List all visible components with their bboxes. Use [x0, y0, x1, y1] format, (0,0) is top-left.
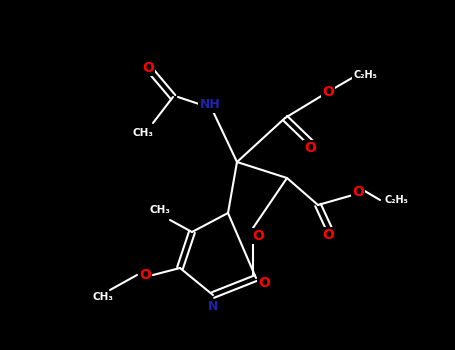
Text: O: O	[252, 229, 264, 243]
Text: O: O	[304, 141, 316, 155]
Text: O: O	[139, 268, 151, 282]
Text: O: O	[322, 85, 334, 99]
Text: CH₃: CH₃	[132, 128, 153, 138]
Text: CH₃: CH₃	[92, 292, 113, 302]
Text: C₂H₅: C₂H₅	[353, 70, 377, 80]
Text: O: O	[352, 185, 364, 199]
Text: NH: NH	[200, 98, 220, 112]
Text: C₂H₅: C₂H₅	[384, 195, 408, 205]
Text: O: O	[322, 228, 334, 242]
Text: O: O	[142, 61, 154, 75]
Text: O: O	[258, 276, 270, 290]
Text: CH₃: CH₃	[150, 205, 171, 215]
Text: N: N	[208, 301, 218, 314]
